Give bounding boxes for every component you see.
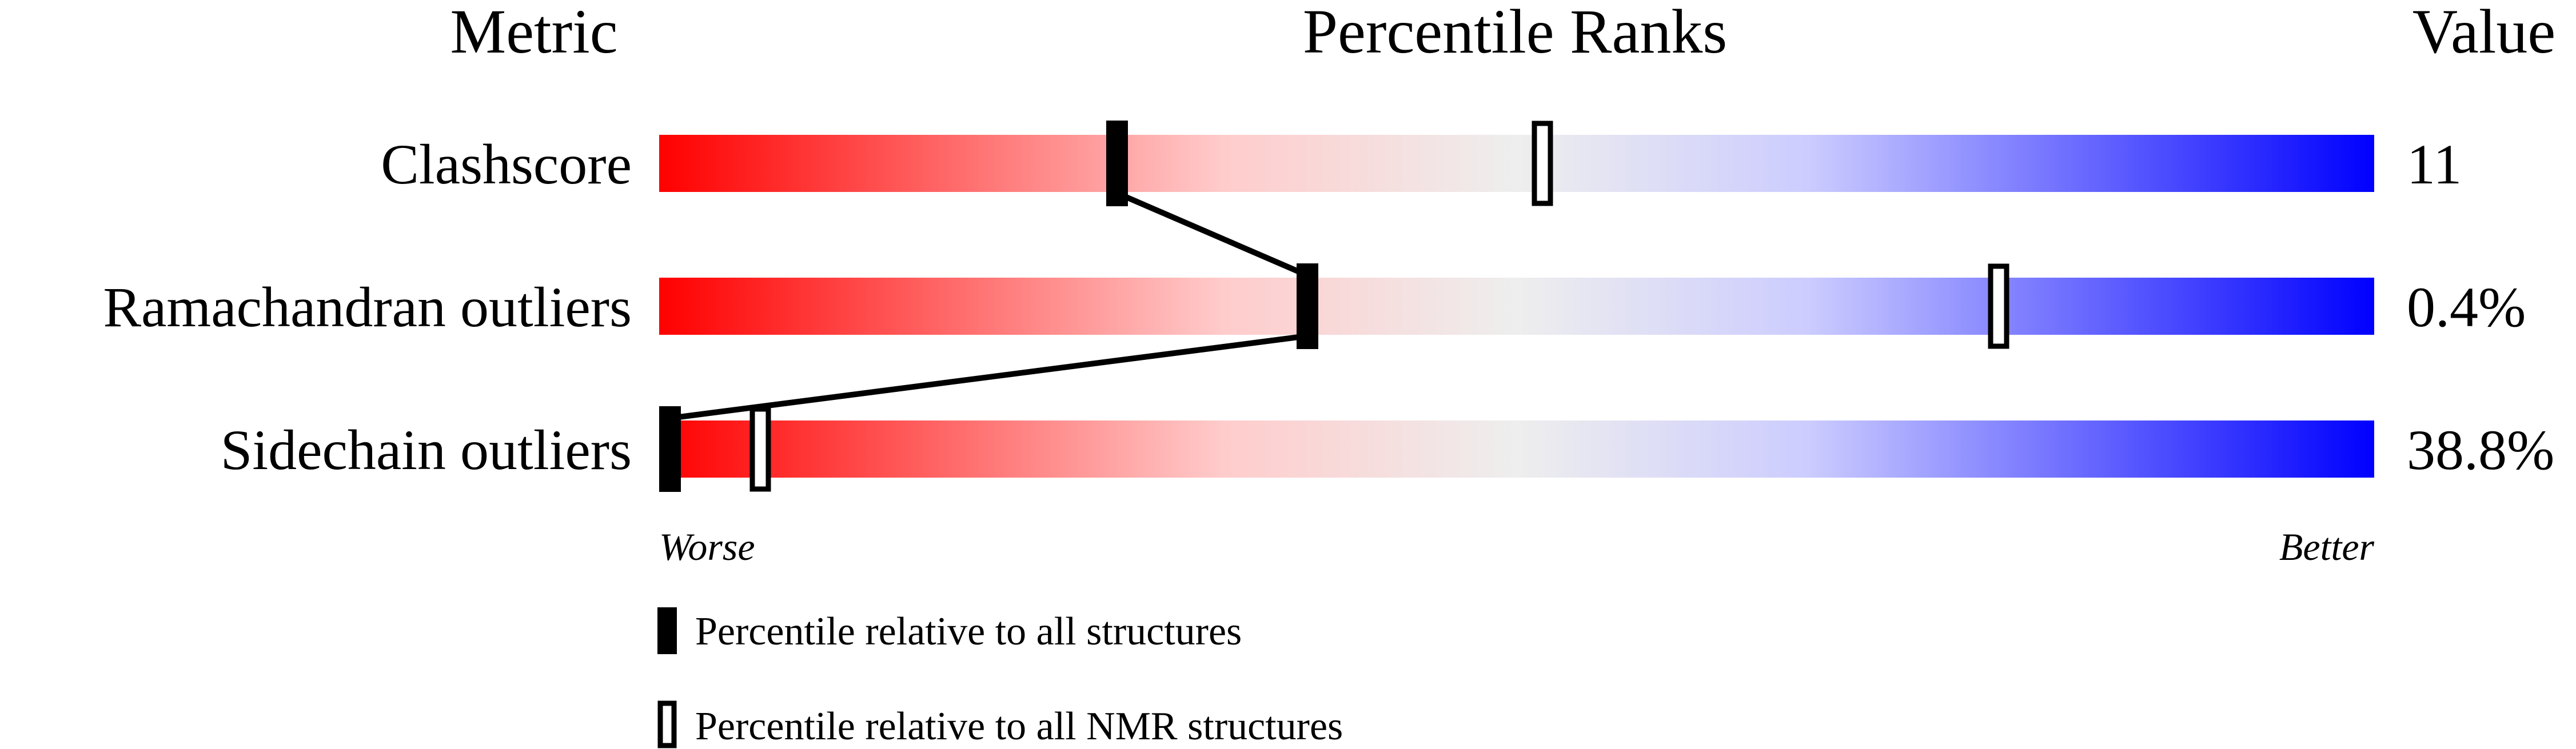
marker-nmr-structures xyxy=(749,406,771,492)
marker-nmr-structures xyxy=(1988,263,2009,349)
metric-value: 11 xyxy=(2407,133,2462,196)
legend-outlined-marker xyxy=(657,700,677,748)
metric-value: 0.4% xyxy=(2407,275,2526,339)
connector-line xyxy=(1116,190,1309,278)
metric-label: Ramachandran outliers xyxy=(103,275,632,339)
gradient-bar xyxy=(659,278,2374,335)
marker-all-structures xyxy=(1297,263,1318,349)
legend-label-nmr: Percentile relative to all NMR structure… xyxy=(695,704,1343,748)
marker-nmr-structures xyxy=(1532,121,1553,206)
connector-line xyxy=(669,333,1308,421)
header-percentile-ranks: Percentile Ranks xyxy=(1303,0,1727,66)
metric-value: 38.8% xyxy=(2407,418,2554,482)
legend-filled-marker xyxy=(657,607,677,654)
header-value: Value xyxy=(2412,0,2555,66)
header-metric: Metric xyxy=(450,0,617,66)
metric-label: Sidechain outliers xyxy=(221,418,632,482)
marker-all-structures xyxy=(659,406,681,492)
legend-label-all: Percentile relative to all structures xyxy=(695,610,1242,654)
metric-label: Clashscore xyxy=(381,133,632,196)
gradient-bar xyxy=(659,135,2374,192)
gradient-bar xyxy=(659,420,2374,478)
axis-label-better: Better xyxy=(2279,525,2375,568)
marker-all-structures xyxy=(1106,121,1128,206)
axis-label-worse: Worse xyxy=(659,525,755,568)
